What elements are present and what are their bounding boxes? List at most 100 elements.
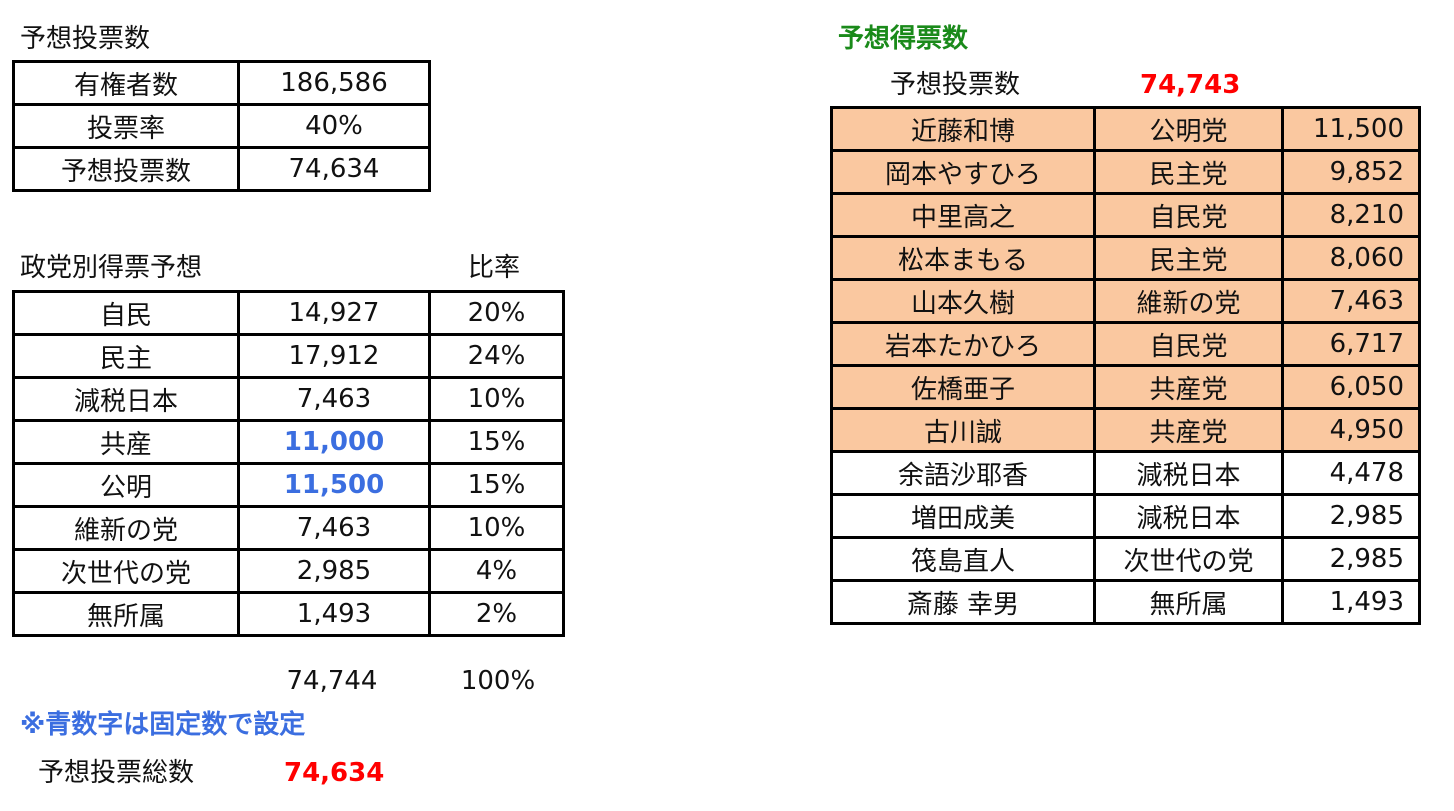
table-row: 筏島直人 次世代の党 2,985 bbox=[830, 536, 1421, 582]
table-row: 古川誠 共産党 4,950 bbox=[830, 407, 1421, 453]
party-ratio: 10% bbox=[428, 505, 565, 551]
party-ratio: 2% bbox=[428, 591, 565, 637]
candidate-name: 松本まもる bbox=[830, 235, 1096, 281]
table-row: 松本まもる 民主党 8,060 bbox=[830, 235, 1421, 281]
candidate-party: 民主党 bbox=[1093, 235, 1284, 281]
party-name: 減税日本 bbox=[12, 376, 240, 422]
party-ratio: 24% bbox=[428, 333, 565, 379]
table-row: 斎藤 幸男 無所属 1,493 bbox=[830, 579, 1421, 625]
candidate-votes: 1,493 bbox=[1281, 579, 1421, 625]
candidate-name: 古川誠 bbox=[830, 407, 1096, 453]
candidate-name: 佐橋亜子 bbox=[830, 364, 1096, 410]
party-name: 共産 bbox=[12, 419, 240, 465]
table-row: 中里高之 自民党 8,210 bbox=[830, 192, 1421, 238]
turnout-label: 予想投票数 bbox=[12, 146, 240, 192]
candidate-party: 共産党 bbox=[1093, 407, 1284, 453]
candidate-votes: 2,985 bbox=[1281, 536, 1421, 582]
candidate-votes: 4,950 bbox=[1281, 407, 1421, 453]
table-row: 無所属 1,493 2% bbox=[12, 591, 565, 637]
grand-total-value: 74,634 bbox=[284, 758, 385, 788]
candidate-votes: 7,463 bbox=[1281, 278, 1421, 324]
table-row: 有権者数 186,586 bbox=[12, 60, 431, 106]
candidate-name: 岡本やすひろ bbox=[830, 149, 1096, 195]
turnout-label: 有権者数 bbox=[12, 60, 240, 106]
party-total-ratio: 100% bbox=[460, 666, 536, 696]
candidate-party: 無所属 bbox=[1093, 579, 1284, 625]
party-ratio: 20% bbox=[428, 290, 565, 336]
table-row: 増田成美 減税日本 2,985 bbox=[830, 493, 1421, 539]
party-ratio: 15% bbox=[428, 419, 565, 465]
party-name: 公明 bbox=[12, 462, 240, 508]
ratio-header: 比率 bbox=[468, 253, 521, 283]
candidate-votes: 6,717 bbox=[1281, 321, 1421, 367]
turnout-value: 74,634 bbox=[237, 146, 431, 192]
candidate-party: 公明党 bbox=[1093, 106, 1284, 152]
candidate-name: 山本久樹 bbox=[830, 278, 1096, 324]
candidate-name: 筏島直人 bbox=[830, 536, 1096, 582]
candidate-votes: 8,210 bbox=[1281, 192, 1421, 238]
table-row: 岩本たかひろ 自民党 6,717 bbox=[830, 321, 1421, 367]
candidate-party: 自民党 bbox=[1093, 192, 1284, 238]
turnout-label: 投票率 bbox=[12, 103, 240, 149]
table-row: 次世代の党 2,985 4% bbox=[12, 548, 565, 594]
candidate-name: 中里高之 bbox=[830, 192, 1096, 238]
candidate-total-value: 74,743 bbox=[1140, 70, 1241, 100]
candidate-name: 近藤和博 bbox=[830, 106, 1096, 152]
party-ratio: 15% bbox=[428, 462, 565, 508]
table-row: 減税日本 7,463 10% bbox=[12, 376, 565, 422]
candidate-party: 維新の党 bbox=[1093, 278, 1284, 324]
candidate-votes: 11,500 bbox=[1281, 106, 1421, 152]
table-row: 佐橋亜子 共産党 6,050 bbox=[830, 364, 1421, 410]
candidate-votes: 4,478 bbox=[1281, 450, 1421, 496]
party-votes: 7,463 bbox=[237, 376, 431, 422]
turnout-value: 186,586 bbox=[237, 60, 431, 106]
candidate-party: 民主党 bbox=[1093, 149, 1284, 195]
candidate-name: 斎藤 幸男 bbox=[830, 579, 1096, 625]
table-row: 民主 17,912 24% bbox=[12, 333, 565, 379]
candidate-table: 近藤和博 公明党 11,500 岡本やすひろ 民主党 9,852 中里高之 自民党 8,210 松… bbox=[830, 106, 1421, 625]
candidate-votes: 2,985 bbox=[1281, 493, 1421, 539]
party-votes: 1,493 bbox=[237, 591, 431, 637]
party-votes: 14,927 bbox=[237, 290, 431, 336]
candidate-name: 岩本たかひろ bbox=[830, 321, 1096, 367]
table-row: 余語沙耶香 減税日本 4,478 bbox=[830, 450, 1421, 496]
party-name: 民主 bbox=[12, 333, 240, 379]
candidate-party: 減税日本 bbox=[1093, 493, 1284, 539]
table-row: 共産 11,000 15% bbox=[12, 419, 565, 465]
table-row: 維新の党 7,463 10% bbox=[12, 505, 565, 551]
candidate-votes: 8,060 bbox=[1281, 235, 1421, 281]
turnout-table: 有権者数 186,586 投票率 40% 予想投票数 74,634 bbox=[12, 60, 431, 192]
table-row: 岡本やすひろ 民主党 9,852 bbox=[830, 149, 1421, 195]
candidate-votes: 9,852 bbox=[1281, 149, 1421, 195]
party-ratio: 4% bbox=[428, 548, 565, 594]
party-votes: 11,500 bbox=[237, 462, 431, 508]
turnout-title: 予想投票数 bbox=[20, 24, 151, 54]
candidate-party: 自民党 bbox=[1093, 321, 1284, 367]
grand-total-label: 予想投票総数 bbox=[38, 758, 195, 788]
turnout-value: 40% bbox=[237, 103, 431, 149]
candidate-name: 増田成美 bbox=[830, 493, 1096, 539]
table-row: 自民 14,927 20% bbox=[12, 290, 565, 336]
candidate-party: 共産党 bbox=[1093, 364, 1284, 410]
party-forecast-table: 自民 14,927 20% 民主 17,912 24% 減税日本 7,463 10% 共産 11,0… bbox=[12, 290, 565, 637]
party-name: 次世代の党 bbox=[12, 548, 240, 594]
table-row: 近藤和博 公明党 11,500 bbox=[830, 106, 1421, 152]
candidate-votes: 6,050 bbox=[1281, 364, 1421, 410]
table-row: 山本久樹 維新の党 7,463 bbox=[830, 278, 1421, 324]
table-row: 公明 11,500 15% bbox=[12, 462, 565, 508]
party-name: 維新の党 bbox=[12, 505, 240, 551]
party-votes: 2,985 bbox=[237, 548, 431, 594]
candidate-name: 余語沙耶香 bbox=[830, 450, 1096, 496]
candidate-total-label: 予想投票数 bbox=[890, 70, 1021, 100]
party-votes: 7,463 bbox=[237, 505, 431, 551]
party-total-votes: 74,744 bbox=[286, 666, 378, 696]
table-row: 投票率 40% bbox=[12, 103, 431, 149]
table-row: 予想投票数 74,634 bbox=[12, 146, 431, 192]
party-votes: 17,912 bbox=[237, 333, 431, 379]
fixed-number-note: ※青数字は固定数で設定 bbox=[20, 710, 306, 740]
candidate-forecast-title: 予想得票数 bbox=[838, 24, 969, 54]
party-name: 自民 bbox=[12, 290, 240, 336]
candidate-party: 次世代の党 bbox=[1093, 536, 1284, 582]
party-votes: 11,000 bbox=[237, 419, 431, 465]
party-name: 無所属 bbox=[12, 591, 240, 637]
